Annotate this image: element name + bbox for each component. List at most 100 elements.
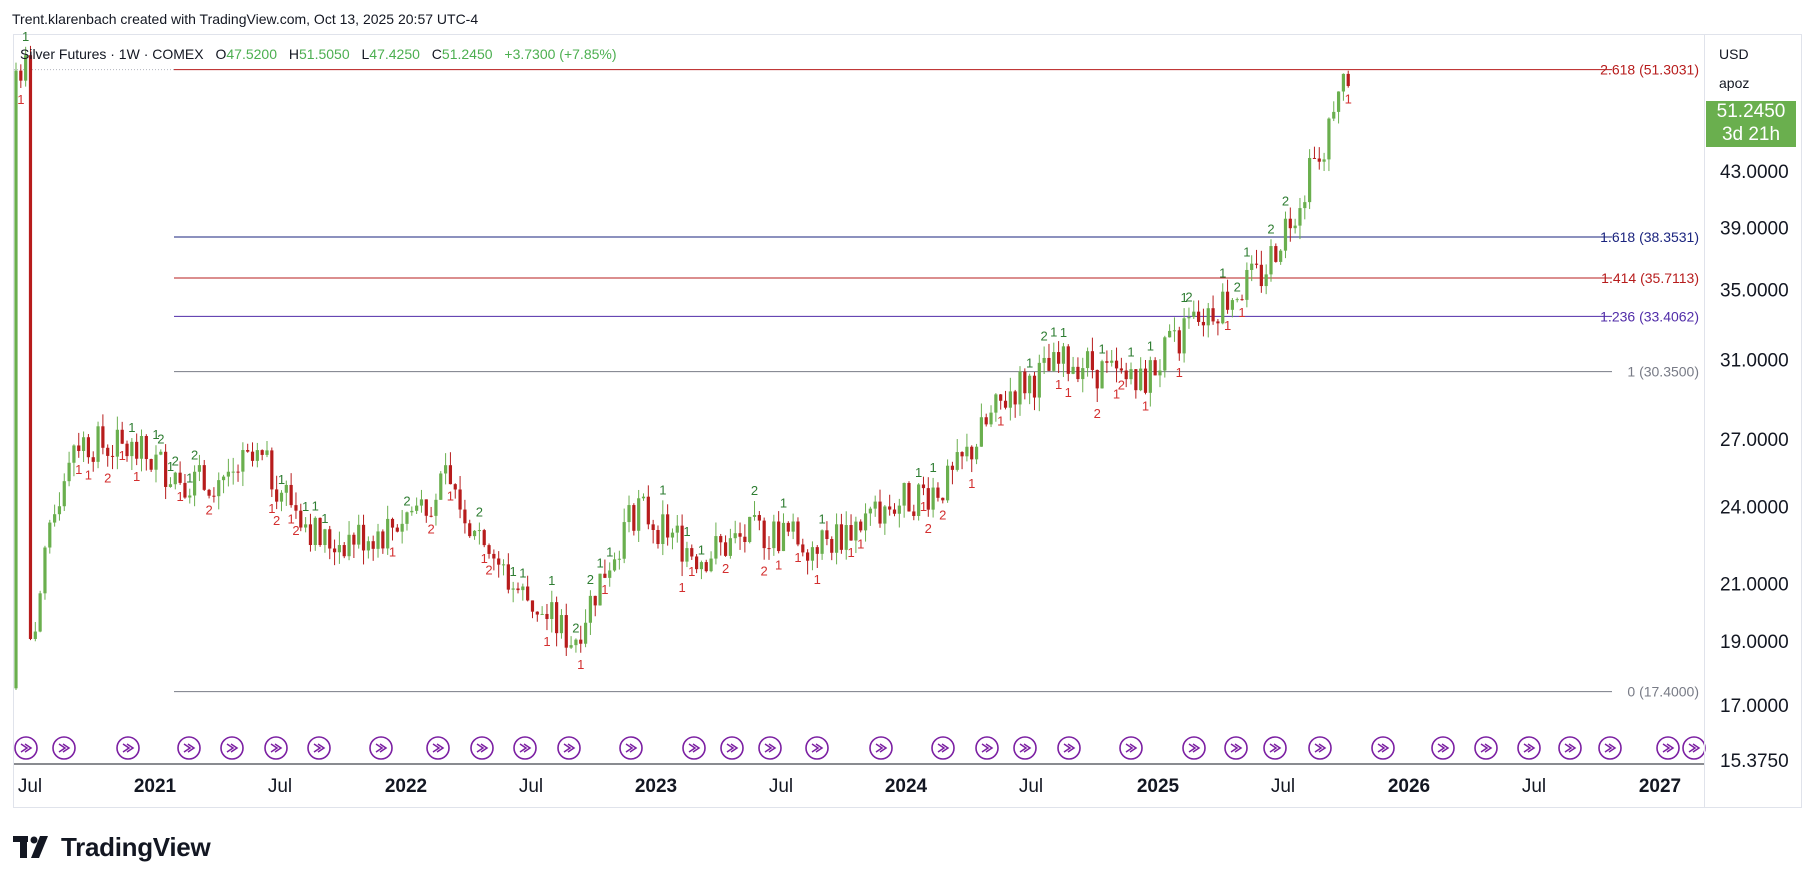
candle-body bbox=[699, 562, 704, 570]
candle-body bbox=[1250, 263, 1254, 270]
td-count-down: 1 bbox=[1055, 377, 1062, 392]
candle-body bbox=[202, 465, 206, 490]
td-count-up: 1 bbox=[1026, 356, 1033, 371]
low-value: 47.4250 bbox=[369, 46, 420, 62]
td-count-down: 1 bbox=[119, 448, 126, 463]
last-price-tag: 51.2450 3d 21h bbox=[1706, 101, 1796, 147]
td-count-down: 1 bbox=[775, 557, 782, 572]
candle-body bbox=[487, 545, 491, 554]
td-count-down: 2 bbox=[939, 507, 946, 522]
price-scale-pane[interactable]: USD apoz bbox=[1704, 34, 1802, 808]
y-axis-tick-label: 19.0000 bbox=[1720, 632, 1789, 653]
indicator-label[interactable]: apoz bbox=[1719, 75, 1750, 91]
candle-body bbox=[815, 547, 819, 554]
candle-body bbox=[1332, 111, 1336, 119]
candle-body bbox=[1259, 264, 1263, 287]
td-count-up: 1 bbox=[606, 544, 613, 559]
td-count-down: 1 bbox=[814, 572, 821, 587]
td-count-down: 1 bbox=[968, 476, 975, 491]
candle-body bbox=[135, 441, 139, 459]
candle-body bbox=[892, 509, 897, 514]
candle-body bbox=[1148, 360, 1152, 393]
event-icon bbox=[682, 736, 706, 760]
td-count-down: 1 bbox=[481, 551, 488, 566]
candle-body bbox=[637, 498, 641, 531]
candle-body bbox=[728, 538, 732, 556]
event-icon bbox=[1371, 736, 1395, 760]
td-count-up: 1 bbox=[1098, 342, 1105, 357]
candle-body bbox=[912, 511, 916, 516]
candle-body bbox=[357, 524, 361, 545]
event-icon bbox=[1182, 736, 1206, 760]
candle-body bbox=[897, 505, 901, 514]
candle-body bbox=[188, 495, 192, 498]
candle-body bbox=[415, 505, 419, 511]
td-count-up: 1 bbox=[312, 498, 319, 513]
candle-body bbox=[873, 501, 877, 509]
candle-body bbox=[337, 545, 342, 553]
event-icon-arrow bbox=[1377, 743, 1390, 753]
candle-body bbox=[608, 570, 612, 578]
candle-body bbox=[323, 529, 327, 546]
candle-body bbox=[212, 495, 216, 497]
candle-body bbox=[352, 534, 356, 545]
td-count-down: 1 bbox=[1176, 365, 1183, 380]
candle-body bbox=[149, 459, 153, 470]
event-icon-arrow bbox=[122, 743, 135, 753]
candle-body bbox=[762, 520, 766, 549]
candle-body bbox=[1279, 250, 1283, 262]
candle-body bbox=[1061, 346, 1066, 364]
candle-body bbox=[593, 595, 597, 606]
candle-body bbox=[1240, 299, 1244, 301]
candle-body bbox=[472, 530, 477, 537]
x-axis-tick-label: Jul bbox=[519, 776, 543, 797]
tradingview-brand[interactable]: TradingView bbox=[13, 832, 211, 862]
candle-body bbox=[366, 541, 370, 551]
event-icon bbox=[1224, 736, 1248, 760]
candle-body bbox=[1071, 366, 1075, 374]
event-icon bbox=[1013, 736, 1037, 760]
candle-body bbox=[381, 531, 385, 549]
candle-body bbox=[680, 525, 684, 562]
event-icon-arrow bbox=[1125, 743, 1138, 753]
tradingview-logo-icon bbox=[13, 836, 48, 858]
event-icon bbox=[619, 736, 643, 760]
td-count-up: 1 bbox=[167, 459, 174, 474]
candle-body bbox=[530, 600, 535, 612]
candle-body bbox=[820, 530, 824, 554]
x-axis-tick-label: Jul bbox=[18, 776, 42, 797]
candle-body bbox=[86, 437, 91, 458]
td-count-up: 1 bbox=[698, 543, 705, 558]
candle-body bbox=[419, 499, 424, 506]
event-icon bbox=[14, 736, 38, 760]
candle-body bbox=[685, 548, 689, 562]
td-count-down: 1 bbox=[447, 488, 454, 503]
candle-body bbox=[960, 452, 964, 457]
td-count-up: 1 bbox=[152, 427, 159, 442]
candle-body bbox=[786, 522, 790, 532]
td-count-up: 1 bbox=[1050, 325, 1057, 340]
candle-body bbox=[888, 506, 892, 510]
event-icon bbox=[116, 736, 140, 760]
event-icon-arrow bbox=[1523, 743, 1536, 753]
candle-body bbox=[612, 559, 617, 571]
candle-body bbox=[395, 527, 399, 532]
x-axis-tick-label: 2026 bbox=[1388, 776, 1430, 797]
currency-label[interactable]: USD bbox=[1719, 46, 1749, 62]
td-count-up: 2 bbox=[1282, 194, 1289, 209]
candle-body bbox=[810, 547, 815, 561]
candle-body bbox=[77, 445, 81, 452]
candle-body bbox=[950, 465, 955, 470]
candle-body bbox=[390, 518, 395, 528]
candle-body bbox=[651, 524, 655, 530]
candle-body bbox=[250, 451, 255, 461]
symbol-legend[interactable]: Silver Futures · 1W · COMEX O47.5200 H51… bbox=[20, 46, 617, 62]
candle-body bbox=[1047, 357, 1051, 371]
td-count-down: 2 bbox=[104, 471, 111, 486]
candle-body bbox=[564, 615, 568, 648]
candle-body bbox=[955, 452, 959, 470]
candle-body bbox=[767, 548, 771, 550]
candle-body bbox=[777, 521, 781, 552]
candle-body bbox=[1341, 73, 1346, 92]
